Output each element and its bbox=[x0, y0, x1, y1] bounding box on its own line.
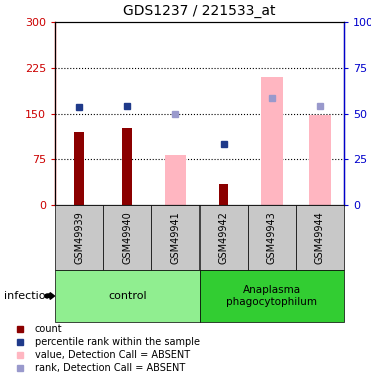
Text: control: control bbox=[108, 291, 147, 301]
Title: GDS1237 / 221533_at: GDS1237 / 221533_at bbox=[123, 4, 276, 18]
Text: count: count bbox=[35, 324, 62, 334]
Bar bbox=[261, 77, 283, 205]
Text: rank, Detection Call = ABSENT: rank, Detection Call = ABSENT bbox=[35, 363, 185, 374]
Text: GSM49944: GSM49944 bbox=[315, 211, 325, 264]
Text: GSM49941: GSM49941 bbox=[170, 211, 180, 264]
Bar bbox=[165, 155, 186, 205]
Bar bbox=[200, 270, 344, 322]
Bar bbox=[296, 205, 344, 270]
Text: GSM49940: GSM49940 bbox=[122, 211, 132, 264]
Text: GSM49939: GSM49939 bbox=[74, 211, 84, 264]
Bar bbox=[309, 115, 331, 205]
Text: Anaplasma
phagocytophilum: Anaplasma phagocytophilum bbox=[226, 285, 317, 307]
Bar bbox=[74, 132, 84, 205]
FancyArrow shape bbox=[45, 292, 55, 299]
Bar bbox=[55, 270, 200, 322]
Bar bbox=[151, 205, 200, 270]
Bar bbox=[219, 184, 229, 205]
Text: GSM49942: GSM49942 bbox=[219, 211, 229, 264]
Text: infection: infection bbox=[4, 291, 52, 301]
Bar bbox=[200, 205, 248, 270]
Bar bbox=[248, 205, 296, 270]
Text: GSM49943: GSM49943 bbox=[267, 211, 277, 264]
Text: percentile rank within the sample: percentile rank within the sample bbox=[35, 337, 200, 347]
Bar bbox=[122, 128, 132, 205]
Bar bbox=[55, 205, 103, 270]
Bar bbox=[103, 205, 151, 270]
Text: value, Detection Call = ABSENT: value, Detection Call = ABSENT bbox=[35, 350, 190, 360]
